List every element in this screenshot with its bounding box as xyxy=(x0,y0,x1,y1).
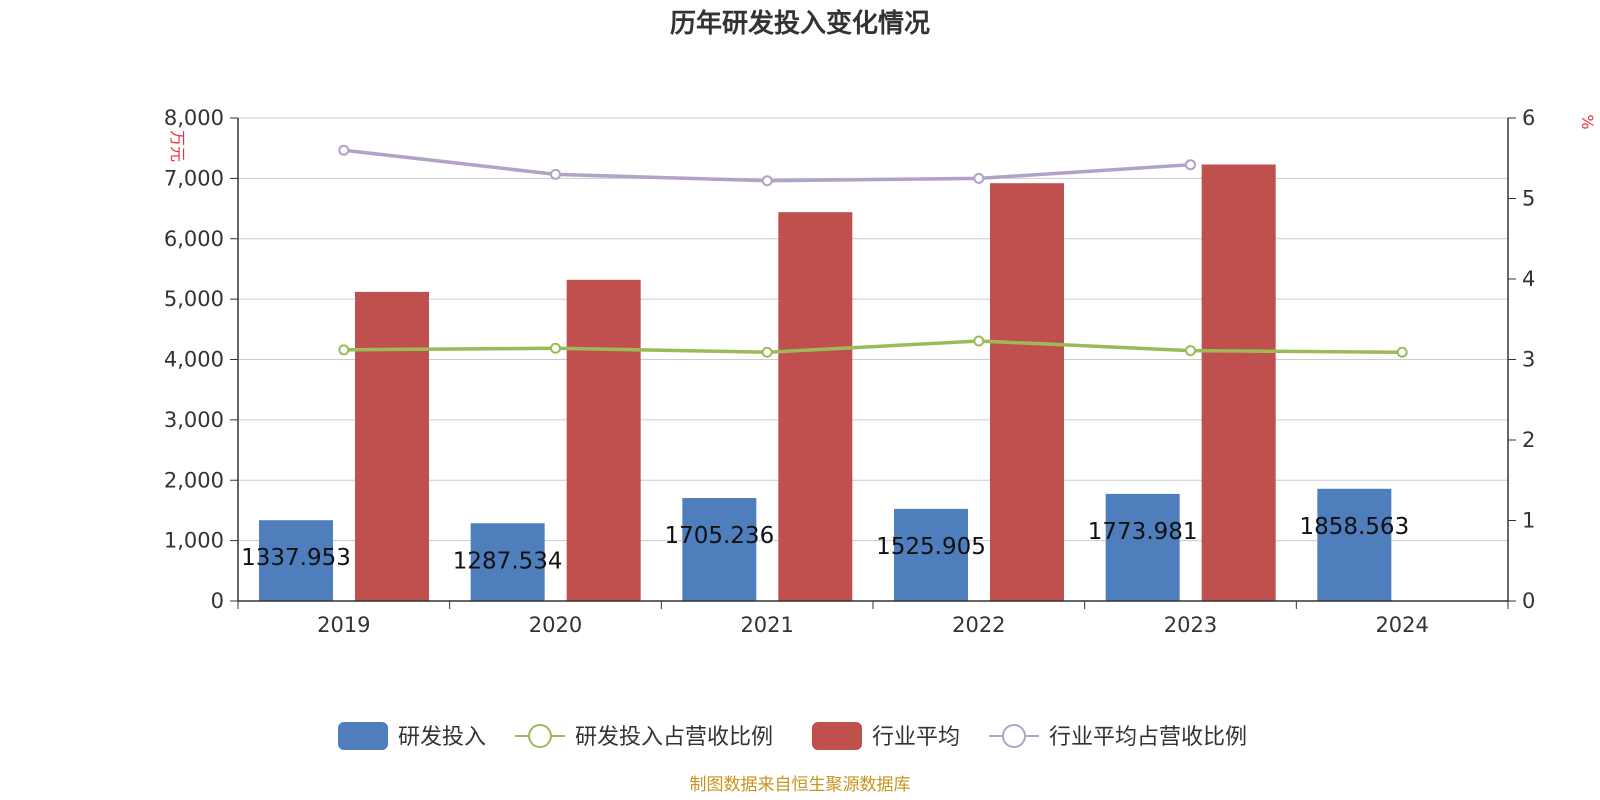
axes: 0 1,000 2,000 3,000 4,000 5,000 6,000 7,000 8,00… xyxy=(164,106,1536,637)
bar-labels: 1337.953 1287.534 1705.236 1525.905 1773.981… xyxy=(241,514,1409,574)
bar-value-label: 1705.236 xyxy=(664,523,774,549)
bar-rd-investment xyxy=(1317,488,1392,601)
left-axis-tick-label: 0 xyxy=(211,589,224,613)
bar-rd-investment xyxy=(894,508,968,601)
right-axis-tick-label: 2 xyxy=(1522,428,1535,452)
bar-value-label: 1337.953 xyxy=(241,545,351,571)
right-axis-tick-label: 3 xyxy=(1522,348,1535,372)
point-industry-ratio xyxy=(338,144,350,156)
bar-industry-average xyxy=(778,212,853,601)
bar-value-label: 1287.534 xyxy=(453,548,563,574)
legend: 研发投入 研发投入占营收比例 行业平均 行业平均占营收比例 xyxy=(338,722,1247,750)
bars xyxy=(259,164,1392,601)
chart-title: 历年研发投入变化情况 xyxy=(670,8,930,39)
data-source-note: 制图数据来自恒生聚源数据库 xyxy=(690,775,911,795)
legend-label: 研发投入占营收比例 xyxy=(575,725,773,750)
gridlines xyxy=(238,117,1508,542)
point-industry-ratio xyxy=(761,175,773,187)
bar-value-label: 1525.905 xyxy=(876,534,986,560)
legend-label: 行业平均占营收比例 xyxy=(1049,725,1247,750)
point-industry-ratio xyxy=(973,172,985,184)
right-axis-tick-label: 4 xyxy=(1522,267,1535,291)
left-axis-tick-label: 8,000 xyxy=(164,106,224,130)
point-rd-ratio xyxy=(550,342,561,354)
left-axis-tick-label: 3,000 xyxy=(164,408,224,432)
legend-label: 研发投入 xyxy=(398,725,486,750)
lines xyxy=(338,144,1408,358)
legend-bar-swatch xyxy=(338,722,388,750)
point-industry-ratio xyxy=(550,168,561,180)
legend-bar-swatch xyxy=(812,722,862,750)
right-axis-tick-label: 6 xyxy=(1522,106,1535,130)
point-rd-ratio xyxy=(1185,345,1196,357)
bar-rd-investment xyxy=(1105,493,1180,601)
right-axis-tick-label: 0 xyxy=(1522,589,1535,613)
bar-rd-investment xyxy=(259,520,333,601)
legend-marker xyxy=(528,724,552,748)
bar-industry-average xyxy=(566,279,641,601)
right-axis-tick-label: 5 xyxy=(1522,187,1535,211)
x-axis-tick-label: 2024 xyxy=(1375,613,1428,637)
bar-value-label: 1858.563 xyxy=(1299,514,1409,540)
x-axis-tick-label: 2022 xyxy=(952,613,1005,637)
point-rd-ratio xyxy=(761,346,773,358)
left-axis-tick-label: 4,000 xyxy=(164,348,224,372)
left-axis-unit: 万元 xyxy=(168,130,187,162)
x-axis-tick-label: 2019 xyxy=(317,613,370,637)
point-rd-ratio xyxy=(1396,346,1408,358)
bar-rd-investment xyxy=(682,498,757,601)
x-axis-tick-label: 2023 xyxy=(1164,613,1217,637)
x-axis-tick-label: 2020 xyxy=(529,613,582,637)
point-industry-ratio xyxy=(1185,159,1196,171)
left-axis-tick-label: 5,000 xyxy=(164,287,224,311)
bar-industry-average xyxy=(990,183,1064,601)
right-axis-unit: % xyxy=(1578,114,1597,129)
bar-value-label: 1773.981 xyxy=(1088,519,1198,545)
bar-industry-average xyxy=(1201,164,1276,601)
right-axis-tick-label: 1 xyxy=(1522,509,1535,533)
left-axis-tick-label: 2,000 xyxy=(164,468,224,492)
bar-industry-average xyxy=(355,291,429,601)
left-axis-tick-label: 1,000 xyxy=(164,529,224,553)
point-rd-ratio xyxy=(338,344,350,356)
left-axis-tick-label: 6,000 xyxy=(164,227,224,251)
legend-label: 行业平均 xyxy=(872,725,960,750)
point-rd-ratio xyxy=(973,335,985,347)
line-rd-ratio xyxy=(343,339,1403,355)
x-axis-tick-label: 2021 xyxy=(740,613,793,637)
legend-marker xyxy=(1002,724,1026,748)
left-axis-tick-label: 7,000 xyxy=(164,166,224,190)
bar-rd-investment xyxy=(470,523,545,601)
